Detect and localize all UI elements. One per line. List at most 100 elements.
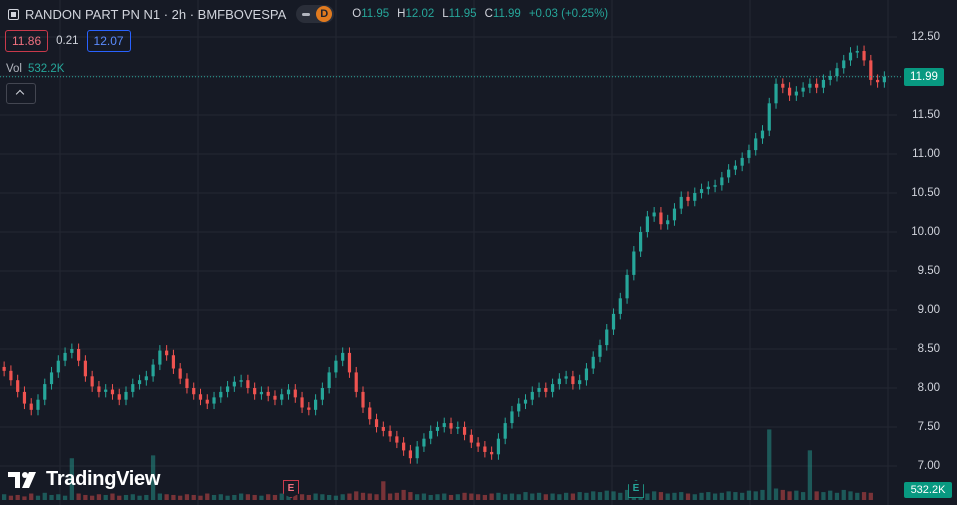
volume-bar: [29, 493, 34, 500]
volume-bar: [530, 493, 535, 500]
volume-bar: [340, 494, 345, 500]
volume-bar: [381, 481, 386, 500]
candle-body: [503, 423, 507, 439]
candle-body: [341, 352, 345, 361]
earnings-event-marker[interactable]: E: [628, 480, 644, 498]
bid-button[interactable]: 11.86: [5, 30, 49, 52]
candle-body: [476, 442, 480, 447]
volume-bar: [401, 489, 406, 500]
candle-body: [456, 427, 460, 429]
volume-bar: [137, 495, 142, 500]
candle-body: [307, 407, 311, 410]
volume-bar: [306, 494, 311, 500]
candle-body: [490, 451, 494, 455]
ask-button[interactable]: 12.07: [86, 30, 131, 52]
volume-bar: [2, 494, 7, 500]
candle-body: [517, 403, 521, 412]
candle-body: [727, 169, 731, 178]
volume-bar: [421, 493, 427, 500]
earnings-event-marker[interactable]: E: [283, 480, 299, 498]
volume-bar: [144, 494, 149, 500]
candle-body: [300, 397, 304, 408]
volume-bar: [205, 493, 210, 500]
candle-body: [550, 384, 555, 392]
volume-bar: [299, 494, 305, 500]
volume-bar: [692, 494, 697, 500]
volume-bar: [178, 495, 183, 500]
volume-bar: [76, 493, 81, 500]
volume-bar: [475, 494, 481, 500]
candle-body: [253, 388, 257, 395]
candle-body: [598, 345, 602, 357]
candle-body: [104, 389, 108, 392]
market-status-pill[interactable]: D: [296, 5, 335, 23]
volume-bar: [584, 492, 589, 500]
volume-bar: [685, 493, 691, 500]
price-tick-label: 8.00: [917, 382, 940, 394]
volume-bar: [848, 491, 853, 500]
volume-bar: [191, 494, 196, 500]
collapse-legend-button[interactable]: [6, 83, 36, 104]
volume-bar: [211, 494, 217, 500]
volume-bar: [394, 492, 399, 500]
candle-body: [124, 391, 128, 400]
volume-bar: [123, 494, 129, 500]
volume-bar: [740, 492, 745, 500]
candle-body: [239, 380, 243, 382]
volume-bar: [293, 494, 298, 500]
volume-bar: [69, 458, 74, 500]
tradingview-logo-icon: [8, 471, 36, 488]
volume-bar: [42, 492, 47, 500]
volume-bar: [828, 490, 833, 500]
tradingview-logo[interactable]: TradingView: [8, 468, 160, 491]
candle-body: [537, 388, 541, 392]
price-tick-label: 7.00: [917, 460, 940, 472]
candle-body: [327, 372, 331, 388]
candle-body: [137, 380, 142, 385]
candle-body: [381, 427, 385, 431]
candle-body: [794, 91, 798, 96]
candle-body: [801, 87, 805, 92]
candle-body: [395, 436, 399, 443]
volume-bar: [374, 494, 379, 500]
candle-body: [645, 216, 649, 232]
volume-bar: [238, 493, 244, 500]
candle-body: [828, 76, 832, 80]
candle-body: [83, 360, 87, 377]
volume-bar: [706, 492, 711, 500]
volume-bar: [861, 492, 867, 500]
volume-bar: [130, 494, 135, 500]
candle-body: [713, 185, 717, 187]
price-tick-label: 11.00: [912, 148, 940, 160]
volume-bar: [563, 492, 569, 500]
candle-body: [693, 193, 697, 201]
volume-bar: [604, 490, 609, 500]
symbol-title[interactable]: RANDON PART PN N1 · 2h · BMFBOVESPA: [25, 6, 287, 22]
candle-body: [117, 394, 121, 400]
candle-body: [232, 381, 236, 387]
volume-bar: [462, 492, 467, 500]
candle-body: [70, 349, 74, 353]
last-price-tag: 11.99: [904, 67, 944, 86]
volume-bar: [110, 493, 115, 500]
candle-body: [523, 399, 528, 404]
candle-body: [808, 83, 812, 88]
volume-bar: [22, 496, 27, 500]
delayed-badge: D: [316, 6, 333, 22]
volume-bar: [157, 493, 163, 500]
ohlc-values: O11.95 H12.02 L11.95 C11.99 +0.03 (+0.25…: [352, 8, 608, 20]
volume-bar: [868, 492, 873, 500]
candle-body: [557, 378, 561, 385]
volume-bar: [496, 492, 501, 500]
candle-body: [320, 388, 324, 400]
candle-body: [354, 372, 358, 392]
close-value: C11.99: [484, 8, 521, 20]
candle-body: [578, 380, 582, 385]
volume-bar: [658, 492, 664, 500]
price-tick-label: 9.00: [917, 304, 940, 316]
volume-bar: [198, 495, 203, 500]
volume-bar: [733, 492, 738, 500]
candle-body: [435, 427, 440, 431]
